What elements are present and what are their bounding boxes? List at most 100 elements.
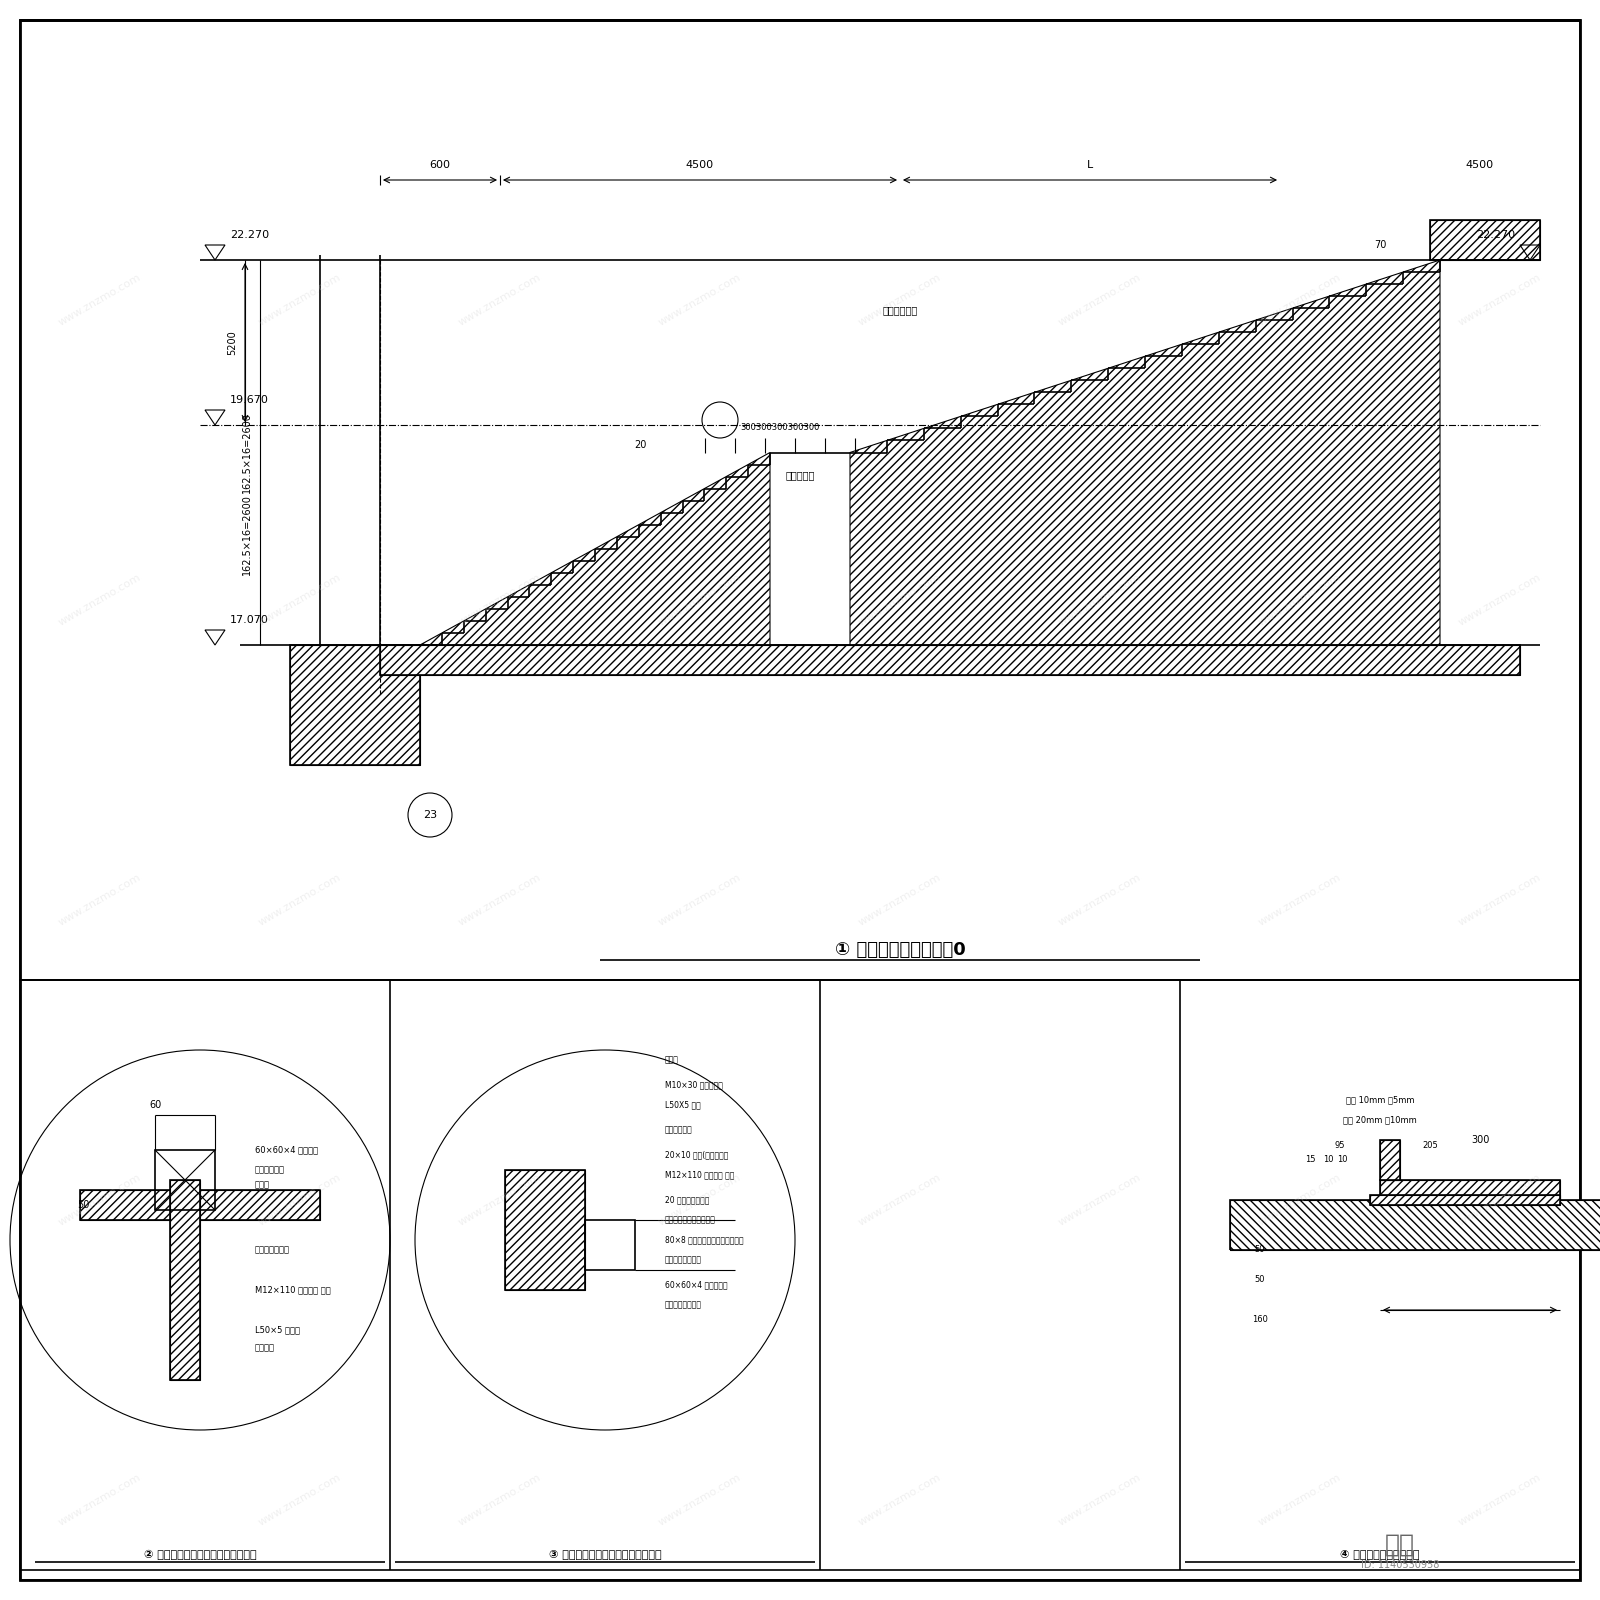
Bar: [1379, 1181, 1560, 1200]
Text: 60×60×4 镀锌方钢管: 60×60×4 镀锌方钢管: [666, 1280, 728, 1290]
Polygon shape: [850, 259, 1440, 645]
Text: M10×30 不锈钢螺座: M10×30 不锈钢螺座: [666, 1080, 723, 1090]
Text: 22.270: 22.270: [1475, 230, 1515, 240]
Text: 结构混凝土梁边: 结构混凝土梁边: [254, 1245, 290, 1254]
Text: 300300300300300: 300300300300300: [741, 424, 819, 432]
Bar: [1379, 1139, 1400, 1181]
Bar: [1379, 1181, 1560, 1200]
Text: www.znzmo.com: www.znzmo.com: [58, 1173, 142, 1227]
Text: 95: 95: [1334, 1141, 1346, 1149]
Text: www.znzmo.com: www.znzmo.com: [58, 1472, 142, 1528]
Text: 碳土面: 碳土面: [254, 1181, 270, 1189]
Bar: [170, 1181, 200, 1379]
Text: www.znzmo.com: www.znzmo.com: [1258, 272, 1342, 328]
Text: 4500: 4500: [1466, 160, 1494, 170]
Bar: [1370, 1195, 1560, 1205]
Text: 石材干挂构件: 石材干挂构件: [666, 1125, 693, 1134]
Text: www.znzmo.com: www.znzmo.com: [258, 1173, 342, 1227]
Bar: [1230, 1200, 1600, 1250]
Text: www.znzmo.com: www.znzmo.com: [858, 272, 942, 328]
Text: 面喷深灰色氟碳漆: 面喷深灰色氟碳漆: [666, 1301, 702, 1309]
Text: 台阶大样砖: 台阶大样砖: [786, 470, 814, 480]
Text: 300: 300: [1470, 1134, 1490, 1146]
Text: 厚度根据现场实际高度调: 厚度根据现场实际高度调: [666, 1216, 715, 1224]
Text: www.znzmo.com: www.znzmo.com: [1058, 272, 1142, 328]
Text: L: L: [1086, 160, 1093, 170]
Text: www.znzmo.com: www.znzmo.com: [1258, 573, 1342, 627]
Text: www.znzmo.com: www.znzmo.com: [658, 573, 742, 627]
Text: 与方钢满: 与方钢满: [254, 1344, 275, 1352]
Text: ① 酒店花园楼梯剔面囸0: ① 酒店花园楼梯剔面囸0: [835, 941, 965, 958]
Text: 4500: 4500: [686, 160, 714, 170]
Text: www.znzmo.com: www.znzmo.com: [458, 872, 542, 928]
Text: www.znzmo.com: www.znzmo.com: [1458, 573, 1542, 627]
Bar: [170, 1181, 200, 1379]
Text: 50: 50: [1254, 1275, 1266, 1285]
Text: 10: 10: [1323, 1155, 1333, 1165]
Text: www.znzmo.com: www.znzmo.com: [658, 1173, 742, 1227]
Bar: [381, 645, 1520, 675]
Text: 50: 50: [78, 1200, 90, 1210]
Text: 60: 60: [149, 1101, 162, 1110]
Text: 钢板 20mm 厚10mm: 钢板 20mm 厚10mm: [1342, 1115, 1418, 1125]
Text: 160: 160: [1253, 1315, 1267, 1325]
Text: 20: 20: [634, 440, 646, 450]
Text: www.znzmo.com: www.znzmo.com: [1458, 272, 1542, 328]
Text: www.znzmo.com: www.znzmo.com: [458, 1173, 542, 1227]
Text: 5200: 5200: [227, 330, 237, 355]
Bar: [506, 1170, 586, 1290]
Bar: [1370, 1195, 1560, 1205]
Text: 60×60×4 镀锌方钢: 60×60×4 镀锌方钢: [254, 1146, 318, 1155]
Text: www.znzmo.com: www.znzmo.com: [858, 1173, 942, 1227]
Bar: [19, 979, 1581, 1581]
Bar: [290, 645, 419, 765]
Text: 10: 10: [1336, 1155, 1347, 1165]
Text: 205: 205: [1422, 1141, 1438, 1149]
Text: www.znzmo.com: www.znzmo.com: [1058, 573, 1142, 627]
Text: 知末: 知末: [1386, 1533, 1414, 1557]
Text: L50×5 角钢梁: L50×5 角钢梁: [254, 1325, 301, 1334]
Text: www.znzmo.com: www.znzmo.com: [1458, 1173, 1542, 1227]
Text: ID: 1140530958: ID: 1140530958: [1362, 1560, 1438, 1570]
Text: 22.270: 22.270: [230, 230, 269, 240]
Text: www.znzmo.com: www.znzmo.com: [458, 1472, 542, 1528]
Text: ④ 酒店楼梯工台阶大样图: ④ 酒店楼梯工台阶大样图: [1341, 1550, 1419, 1560]
Text: www.znzmo.com: www.znzmo.com: [258, 1472, 342, 1528]
Text: www.znzmo.com: www.znzmo.com: [1058, 1173, 1142, 1227]
Bar: [155, 1150, 214, 1210]
Bar: [290, 645, 419, 765]
Text: www.znzmo.com: www.znzmo.com: [858, 1472, 942, 1528]
Text: www.znzmo.com: www.znzmo.com: [258, 872, 342, 928]
Text: www.znzmo.com: www.znzmo.com: [458, 272, 542, 328]
Text: 80×8 镀锌钢板，与相邻部位焊接: 80×8 镀锌钢板，与相邻部位焊接: [666, 1235, 744, 1245]
Text: www.znzmo.com: www.znzmo.com: [1258, 1173, 1342, 1227]
Text: www.znzmo.com: www.znzmo.com: [58, 573, 142, 627]
Text: 162.5×16=2600: 162.5×16=2600: [242, 413, 253, 493]
Text: www.znzmo.com: www.znzmo.com: [1258, 872, 1342, 928]
Text: 20 厚基板面广告黑: 20 厚基板面广告黑: [666, 1195, 709, 1205]
Bar: [506, 1170, 586, 1290]
Bar: [586, 1219, 635, 1270]
Text: 20×10 方胶(石胶粘零十: 20×10 方胶(石胶粘零十: [666, 1150, 728, 1160]
Text: 结构浇注建筑: 结构浇注建筑: [882, 306, 918, 315]
Text: www.znzmo.com: www.znzmo.com: [858, 872, 942, 928]
Bar: [80, 1190, 320, 1219]
Text: 钢板 10mm 厚5mm: 钢板 10mm 厚5mm: [1346, 1096, 1414, 1104]
Text: www.znzmo.com: www.znzmo.com: [658, 1472, 742, 1528]
Text: www.znzmo.com: www.znzmo.com: [658, 872, 742, 928]
Text: 面喷深灰色氟: 面喷深灰色氟: [254, 1165, 285, 1174]
Text: 600: 600: [429, 160, 451, 170]
Text: www.znzmo.com: www.znzmo.com: [258, 573, 342, 627]
Text: www.znzmo.com: www.znzmo.com: [1458, 1472, 1542, 1528]
Text: M12×110 化学螺栓 固定: M12×110 化学螺栓 固定: [666, 1171, 734, 1179]
Text: M12×110 化学螺栓 固定: M12×110 化学螺栓 固定: [254, 1285, 331, 1294]
Text: 23: 23: [422, 810, 437, 819]
Text: www.znzmo.com: www.znzmo.com: [58, 872, 142, 928]
Text: www.znzmo.com: www.znzmo.com: [858, 573, 942, 627]
Bar: [80, 1190, 320, 1219]
Bar: [1379, 1139, 1400, 1181]
Text: www.znzmo.com: www.znzmo.com: [1058, 1472, 1142, 1528]
Text: 17.070: 17.070: [230, 614, 269, 626]
Polygon shape: [419, 453, 770, 645]
Bar: [1430, 219, 1539, 259]
